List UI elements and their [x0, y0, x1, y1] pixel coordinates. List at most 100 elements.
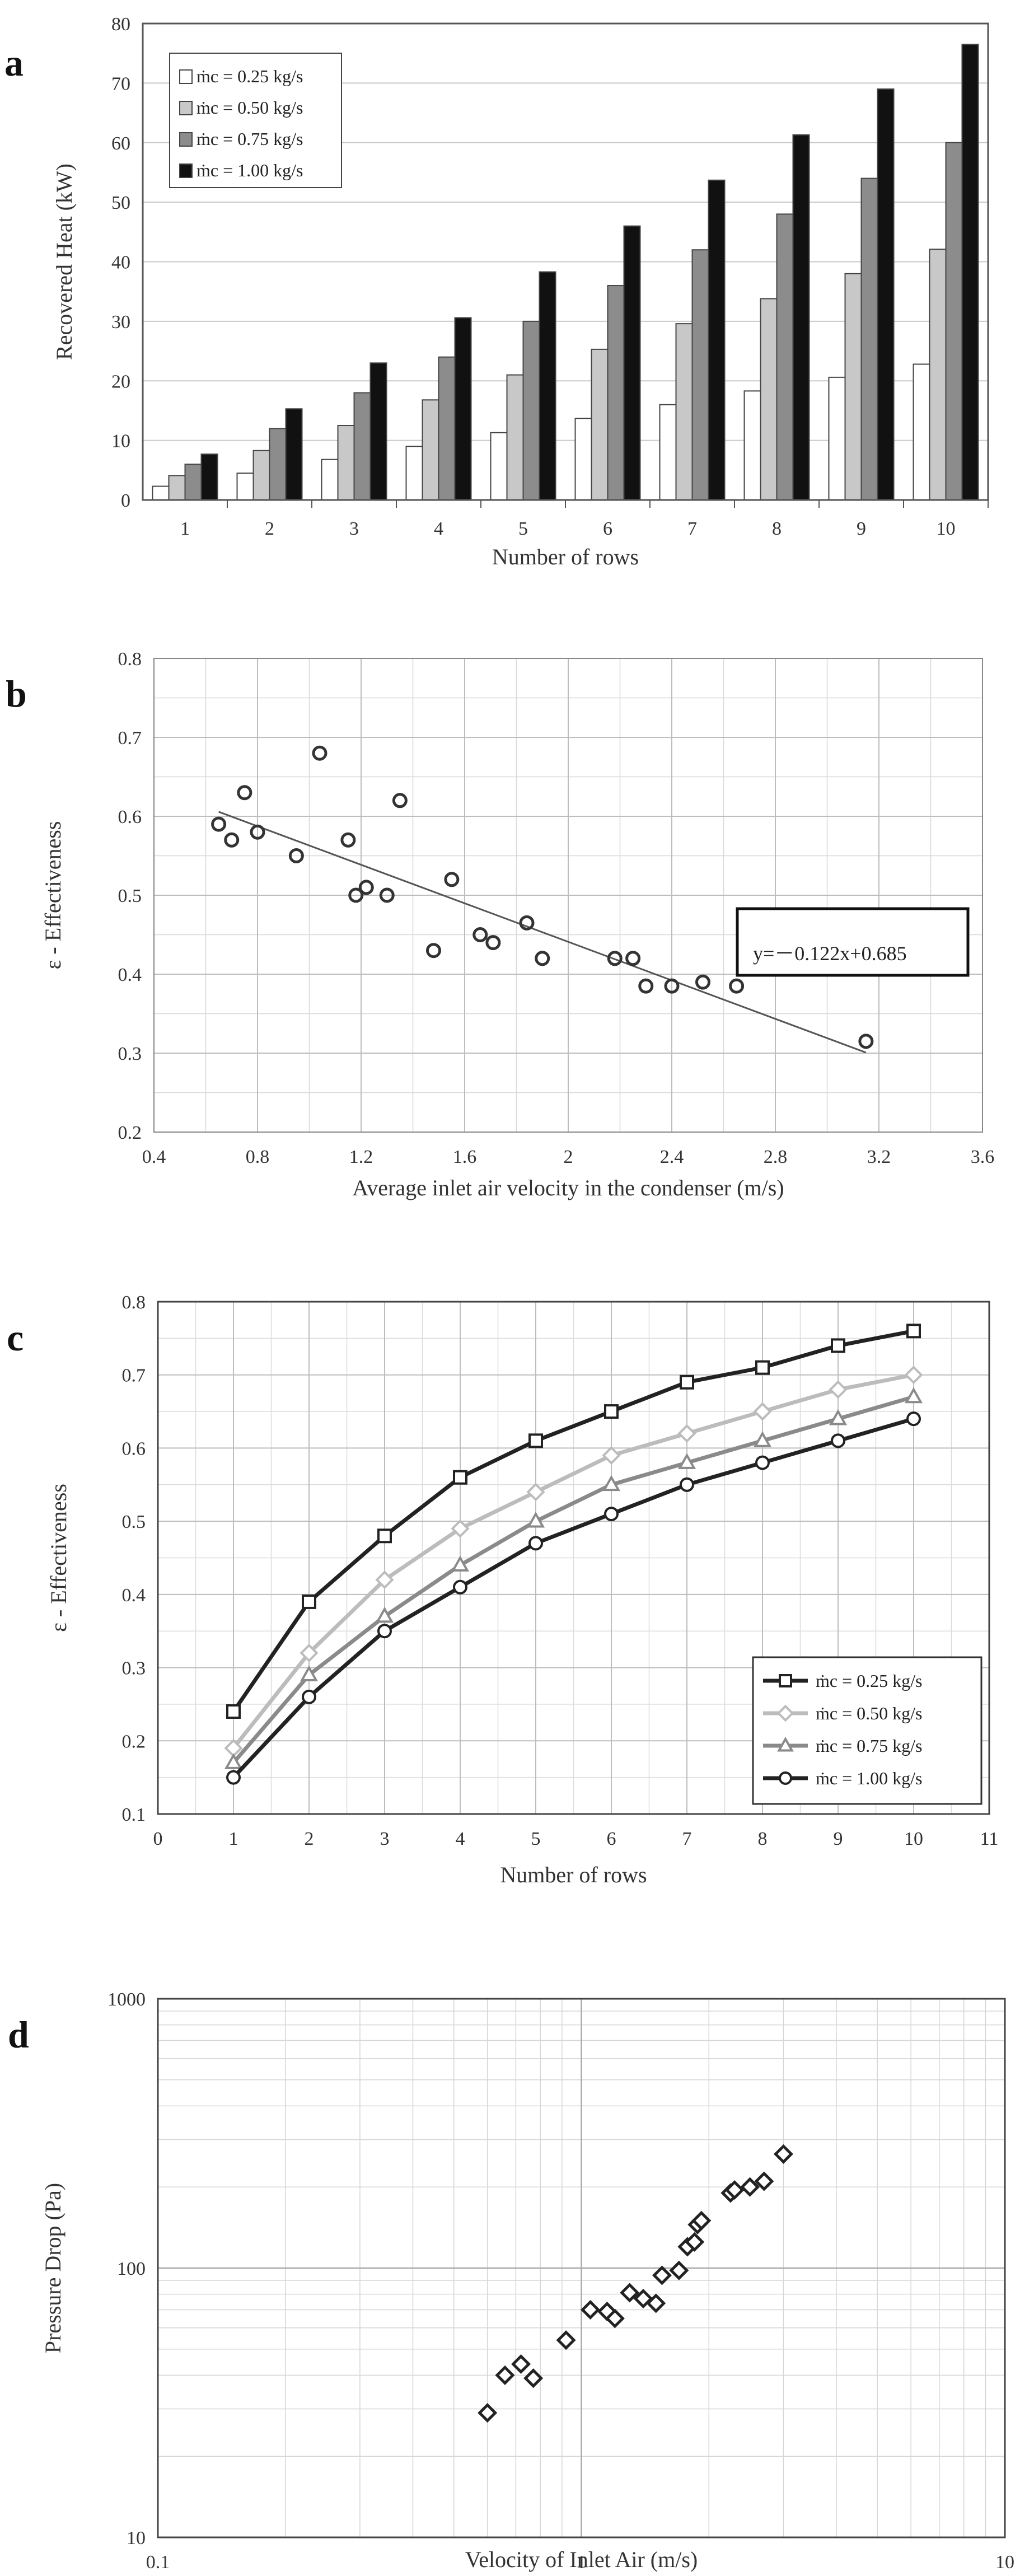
- legend-entry-a: ṁc = 0.50 kg/s: [196, 97, 303, 118]
- data-point: [724, 2180, 745, 2200]
- data-point: [773, 2144, 793, 2164]
- data-point: [472, 927, 488, 942]
- bar: [860, 177, 878, 501]
- data-point: [358, 880, 374, 895]
- data-point: [453, 1470, 467, 1485]
- y-tick-label-b: 0.5: [118, 886, 142, 906]
- x-tick-label-b: 0.8: [246, 1147, 270, 1167]
- x-tick-label-a: 9: [857, 518, 866, 539]
- y-tick-label-c: 0.7: [122, 1366, 146, 1386]
- data-point: [300, 1665, 319, 1681]
- data-point: [664, 978, 680, 994]
- y-tick-label-b: 0.6: [118, 807, 142, 828]
- legend-entry-a: ṁc = 1.00 kg/s: [196, 160, 303, 180]
- data-point: [904, 1366, 923, 1385]
- bar: [792, 134, 810, 501]
- data-point: [620, 2283, 640, 2303]
- data-point: [300, 1643, 319, 1663]
- data-point: [250, 824, 265, 840]
- x-tick-label-a: 2: [265, 518, 274, 539]
- data-point: [451, 1555, 470, 1572]
- data-point: [528, 1536, 543, 1551]
- data-point: [312, 745, 327, 761]
- y-tick-label-d: 100: [117, 2259, 146, 2279]
- x-tick-label-a: 5: [518, 518, 528, 539]
- data-point: [652, 2265, 672, 2285]
- chart-d: d 0.1 1 10 10 100 1000 Velocity of Inlet Air (m…: [8, 1989, 1014, 2573]
- plot-frame-b: [153, 658, 983, 1133]
- data-point: [607, 951, 623, 966]
- data-point: [237, 785, 252, 801]
- bar: [945, 142, 963, 501]
- x-axis-label-d: Velocity of Inlet Air (m/s): [465, 2547, 698, 2572]
- y-tick-label-c: 0.2: [122, 1731, 146, 1752]
- fit-equation-label: y=－0.122x+0.685: [753, 942, 907, 965]
- data-point: [680, 1375, 694, 1390]
- data-point: [677, 1453, 696, 1469]
- x-tick-label-b: 2.4: [660, 1147, 684, 1167]
- bar: [438, 356, 456, 501]
- x-tick-label-c: 11: [980, 1829, 999, 1849]
- data-point: [379, 887, 395, 903]
- data-point: [426, 943, 441, 959]
- data-point: [478, 2403, 498, 2423]
- data-point: [288, 848, 304, 863]
- data-point: [831, 1338, 845, 1353]
- data-point: [604, 1507, 619, 1522]
- data-point: [528, 1433, 543, 1448]
- x-tick-label-c: 5: [531, 1829, 541, 1849]
- y-tick-label-d: 1000: [107, 1989, 146, 2010]
- data-point: [831, 1433, 845, 1448]
- data-point: [677, 1424, 696, 1443]
- x-tick-label-b: 1.6: [453, 1147, 477, 1167]
- data-point: [729, 978, 745, 994]
- x-tick-label-b: 1.2: [349, 1147, 373, 1167]
- y-tick-label-d: 10: [127, 2528, 146, 2549]
- y-tick-label-c: 0.3: [122, 1658, 146, 1679]
- x-tick-label-c: 9: [834, 1829, 843, 1849]
- panel-label-a: a: [4, 41, 24, 84]
- data-point: [444, 872, 460, 887]
- legend-entry-c: ṁc = 0.50 kg/s: [816, 1703, 922, 1723]
- bar: [285, 408, 303, 501]
- legend-entry-a: ṁc = 0.25 kg/s: [196, 66, 303, 86]
- data-point: [511, 2354, 531, 2374]
- data-point: [602, 1475, 621, 1492]
- data-point: [523, 2368, 544, 2388]
- x-axis-label-c: Number of rows: [500, 1862, 647, 1887]
- y-tick-label-a: 70: [111, 73, 130, 94]
- data-point: [526, 1511, 545, 1528]
- bar: [269, 428, 287, 501]
- data-point: [904, 1387, 923, 1404]
- x-tick-label-c: 10: [904, 1829, 923, 1849]
- data-point: [375, 1570, 394, 1589]
- bar: [405, 446, 423, 501]
- bar: [152, 485, 170, 501]
- bar: [574, 418, 592, 501]
- data-point: [691, 2210, 712, 2231]
- y-tick-label-c: 0.1: [122, 1804, 146, 1825]
- bar: [353, 392, 371, 501]
- legend-box-a: [169, 53, 342, 188]
- y-axis-label-c: ε - Effectiveness: [46, 1484, 71, 1632]
- series-line: [232, 1395, 914, 1764]
- bar: [607, 285, 625, 501]
- data-point: [451, 1519, 470, 1538]
- bar: [844, 273, 862, 501]
- data-point: [740, 2177, 760, 2197]
- bar: [252, 450, 270, 501]
- bar: [591, 348, 609, 501]
- x-tick-label-b: 3.2: [867, 1147, 891, 1167]
- data-point: [754, 2171, 774, 2191]
- plot-frame-d: [157, 1998, 1006, 2538]
- bar: [490, 432, 508, 501]
- data-point: [906, 1411, 921, 1427]
- data-point: [495, 2365, 515, 2385]
- x-tick-label-c: 3: [380, 1829, 390, 1849]
- chart-a: a 0 10 20 30 40 50 60 70 80 1 2 3 4 5 6 7 8 9 10 Number of r…: [4, 14, 989, 569]
- x-axis-label-b: Average inlet air velocity in the conden…: [352, 1175, 784, 1200]
- y-tick-label-a: 40: [111, 253, 130, 273]
- data-point: [302, 1689, 316, 1704]
- bar: [522, 320, 540, 501]
- data-point: [580, 2299, 601, 2320]
